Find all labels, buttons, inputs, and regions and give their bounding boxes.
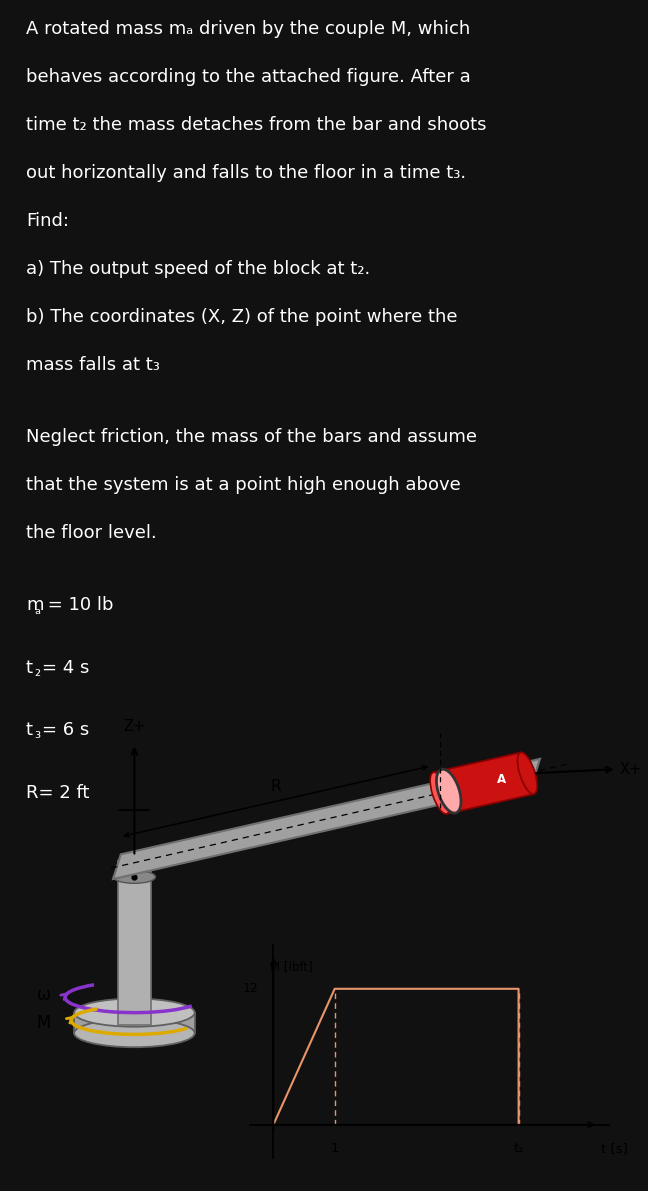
Text: X+: X+ <box>619 762 642 777</box>
Ellipse shape <box>74 998 194 1027</box>
Ellipse shape <box>430 772 450 813</box>
Text: = 6 s: = 6 s <box>42 721 89 740</box>
Text: A: A <box>496 773 505 786</box>
Text: t: t <box>26 721 33 740</box>
Text: = 10 lb: = 10 lb <box>42 597 113 615</box>
Text: Z+: Z+ <box>123 718 145 734</box>
Text: ω: ω <box>37 986 51 1004</box>
Text: = 4 s: = 4 s <box>42 659 89 676</box>
Polygon shape <box>113 759 540 879</box>
Text: M [lbft]: M [lbft] <box>270 960 313 973</box>
Text: R= 2 ft: R= 2 ft <box>26 784 89 802</box>
Text: Neglect friction, the mass of the bars and assume: Neglect friction, the mass of the bars a… <box>26 429 477 447</box>
Ellipse shape <box>74 1019 194 1047</box>
Text: time t₂ the mass detaches from the bar and shoots: time t₂ the mass detaches from the bar a… <box>26 116 487 135</box>
Text: 1: 1 <box>330 1142 339 1154</box>
Text: ₐ: ₐ <box>34 601 40 617</box>
Ellipse shape <box>437 769 461 813</box>
Ellipse shape <box>518 753 537 794</box>
Text: b) The coordinates (X, Z) of the point where the: b) The coordinates (X, Z) of the point w… <box>26 308 457 326</box>
Text: ₂: ₂ <box>34 665 40 679</box>
Polygon shape <box>434 753 534 813</box>
Text: ₃: ₃ <box>34 727 40 742</box>
Polygon shape <box>118 861 151 1025</box>
Text: Find:: Find: <box>26 212 69 230</box>
Text: t₂: t₂ <box>513 1142 524 1154</box>
Polygon shape <box>74 1012 194 1033</box>
Text: t [s]: t [s] <box>601 1142 628 1154</box>
Text: 12: 12 <box>242 983 258 996</box>
Text: a) The output speed of the block at t₂.: a) The output speed of the block at t₂. <box>26 260 370 279</box>
Text: R: R <box>270 779 281 793</box>
Text: m: m <box>26 597 43 615</box>
Text: A rotated mass mₐ driven by the couple M, which: A rotated mass mₐ driven by the couple M… <box>26 20 470 38</box>
Ellipse shape <box>118 856 151 867</box>
Text: that the system is at a point high enough above: that the system is at a point high enoug… <box>26 476 461 494</box>
Text: out horizontally and falls to the floor in a time t₃.: out horizontally and falls to the floor … <box>26 164 466 182</box>
Text: behaves according to the attached figure. After a: behaves according to the attached figure… <box>26 68 470 86</box>
Ellipse shape <box>113 871 156 884</box>
Text: mass falls at t₃: mass falls at t₃ <box>26 356 160 374</box>
Text: M: M <box>37 1014 51 1031</box>
Text: the floor level.: the floor level. <box>26 524 157 542</box>
Text: t: t <box>26 659 33 676</box>
